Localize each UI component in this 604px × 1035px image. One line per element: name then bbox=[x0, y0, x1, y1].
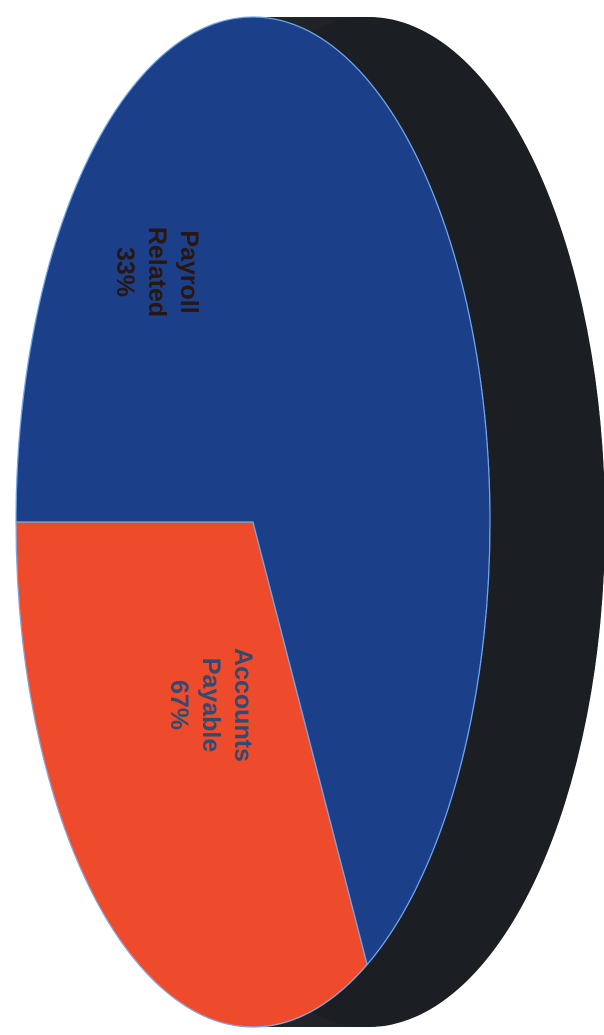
data-label-accounts-payable-line-1: Accounts bbox=[229, 648, 257, 762]
data-label-payroll-related-line-1: Payroll bbox=[175, 230, 203, 313]
data-label-accounts-payable-line-3: 67% bbox=[165, 680, 193, 730]
pie-face-rim bbox=[15, 16, 491, 1028]
data-label-accounts-payable-line-2: Payable bbox=[197, 658, 225, 753]
data-label-payroll-related-line-3: 33% bbox=[111, 247, 139, 297]
pie-slices bbox=[15, 16, 491, 1028]
data-label-payroll-related-line-2: Related bbox=[143, 227, 171, 317]
